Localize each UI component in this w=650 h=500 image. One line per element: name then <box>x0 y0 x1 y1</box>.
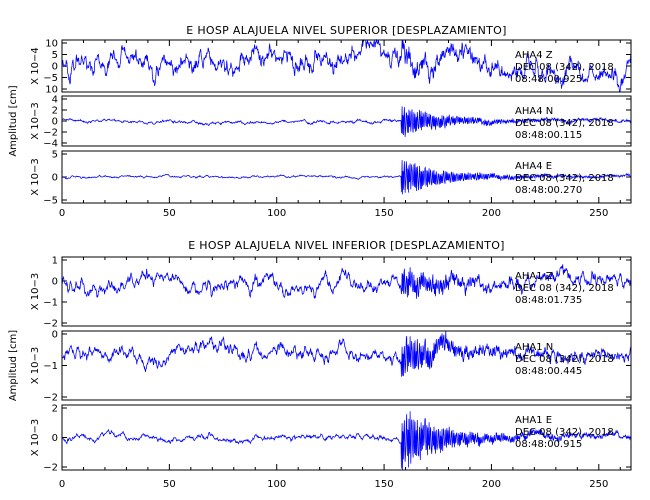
trace-line <box>61 160 632 195</box>
y-tick-label: −2 <box>43 319 58 330</box>
trace-date: DEC 08 (342), 2018 <box>515 427 614 438</box>
trace-time: 08:48:00.115 <box>515 130 582 141</box>
y-axis-label: Amplitud [cm] <box>8 330 19 401</box>
station-label: AHA4 Z <box>515 50 553 61</box>
y-tick-label: −2 <box>43 393 58 404</box>
y-tick-label: 5 <box>52 50 58 61</box>
trace-time: 08:48:00.925 <box>515 74 582 85</box>
y-tick-label: 10 <box>45 39 58 50</box>
y-tick-label: −5 <box>43 73 58 84</box>
chart-panel-1: E HOSP ALAJUELA NIVEL SUPERIOR [DESPLAZA… <box>8 24 632 219</box>
y-tick-label: 4 <box>52 95 58 106</box>
unit-label: X 10−3 <box>30 102 41 140</box>
y-tick-label: 1 <box>52 256 58 267</box>
plot-frame <box>61 95 632 147</box>
unit-label: X 10−3 <box>30 347 41 385</box>
x-tick-label: 100 <box>267 479 286 490</box>
unit-label: X 10−3 <box>30 158 41 196</box>
trace-line <box>61 330 632 377</box>
y-tick-label: 0 <box>52 173 58 184</box>
x-tick-label: 250 <box>589 479 608 490</box>
trace-line <box>61 411 632 470</box>
x-tick-label: 200 <box>482 208 501 219</box>
trace-line <box>61 106 632 138</box>
trace-line <box>61 38 632 93</box>
y-tick-label: −1 <box>43 361 58 372</box>
x-tick-label: 50 <box>163 208 176 219</box>
station-label: AHA4 N <box>515 106 553 117</box>
trace-date: DEC 08 (342), 2018 <box>515 354 614 365</box>
y-axis-label: Amplitud [cm] <box>8 85 19 156</box>
plot-frame <box>61 330 632 401</box>
y-tick-label: 0 <box>52 277 58 288</box>
x-tick-label: 150 <box>375 479 394 490</box>
y-tick-label: 2 <box>52 404 58 415</box>
x-tick-label: 0 <box>59 208 65 219</box>
y-tick-label: 0 <box>52 330 58 341</box>
x-tick-label: 150 <box>375 208 394 219</box>
trace-time: 08:48:00.270 <box>515 185 582 196</box>
y-tick-label: −2 <box>43 463 58 474</box>
x-tick-label: 100 <box>267 208 286 219</box>
unit-label: X 10−4 <box>30 47 41 85</box>
y-tick-label: 10 <box>45 85 58 96</box>
chart-panel-2: E HOSP ALAJUELA NIVEL INFERIOR [DESPLAZA… <box>8 239 632 490</box>
plot-frame <box>61 150 632 204</box>
station-label: AHA1 Z <box>515 271 553 282</box>
unit-label: X 10−3 <box>30 419 41 457</box>
trace-line <box>61 264 632 299</box>
unit-label: X 10−3 <box>30 273 41 311</box>
x-tick-label: 0 <box>59 479 65 490</box>
trace-date: DEC 08 (342), 2018 <box>515 173 614 184</box>
station-label: AHA1 N <box>515 342 553 353</box>
plot-frame <box>61 404 632 471</box>
y-tick-label: 0 <box>52 62 58 73</box>
trace-date: DEC 08 (342), 2018 <box>515 62 614 73</box>
plot-frame <box>61 256 632 327</box>
x-tick-label: 50 <box>163 479 176 490</box>
trace-time: 08:48:00.445 <box>515 366 582 377</box>
trace-time: 08:48:01.735 <box>515 295 582 306</box>
trace-time: 08:48:00.915 <box>515 439 582 450</box>
trace-date: DEC 08 (342), 2018 <box>515 283 614 294</box>
y-tick-label: 2 <box>52 106 58 117</box>
station-label: AHA1 E <box>515 415 552 426</box>
y-tick-label: 0 <box>52 433 58 444</box>
y-tick-label: 0 <box>52 117 58 128</box>
y-tick-label: −5 <box>43 196 58 207</box>
y-tick-label: 5 <box>52 150 58 161</box>
plot-frame <box>61 39 632 93</box>
trace-date: DEC 08 (342), 2018 <box>515 118 614 129</box>
panel-title: E HOSP ALAJUELA NIVEL INFERIOR [DESPLAZA… <box>188 239 505 252</box>
y-tick-label: −1 <box>43 298 58 309</box>
y-tick-label: −4 <box>43 139 58 150</box>
x-tick-label: 250 <box>589 208 608 219</box>
y-tick-label: −2 <box>43 128 58 139</box>
station-label: AHA4 E <box>515 161 552 172</box>
panel-title: E HOSP ALAJUELA NIVEL SUPERIOR [DESPLAZA… <box>186 24 506 37</box>
x-tick-label: 200 <box>482 479 501 490</box>
